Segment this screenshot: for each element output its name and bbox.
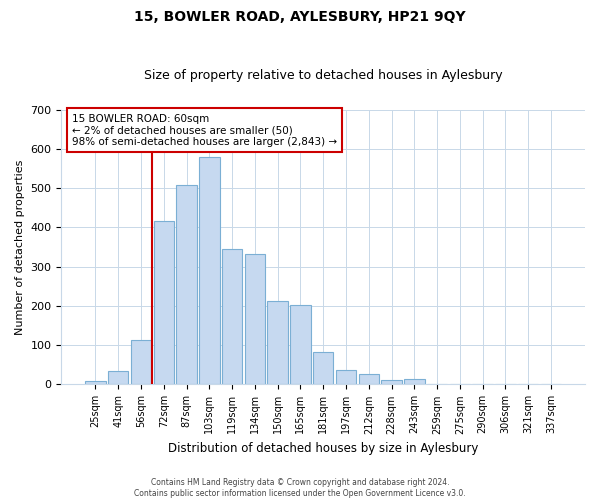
- Bar: [313, 352, 334, 384]
- Bar: [154, 222, 174, 384]
- Bar: [381, 380, 402, 384]
- Bar: [199, 158, 220, 384]
- Bar: [131, 340, 151, 384]
- Title: Size of property relative to detached houses in Aylesbury: Size of property relative to detached ho…: [144, 69, 503, 82]
- Bar: [245, 254, 265, 384]
- Bar: [222, 249, 242, 384]
- Bar: [176, 185, 197, 384]
- Bar: [290, 305, 311, 384]
- Bar: [336, 370, 356, 384]
- Bar: [268, 301, 288, 384]
- Bar: [359, 374, 379, 384]
- Text: Contains HM Land Registry data © Crown copyright and database right 2024.
Contai: Contains HM Land Registry data © Crown c…: [134, 478, 466, 498]
- X-axis label: Distribution of detached houses by size in Aylesbury: Distribution of detached houses by size …: [168, 442, 478, 455]
- Y-axis label: Number of detached properties: Number of detached properties: [15, 160, 25, 334]
- Bar: [404, 380, 425, 384]
- Text: 15, BOWLER ROAD, AYLESBURY, HP21 9QY: 15, BOWLER ROAD, AYLESBURY, HP21 9QY: [134, 10, 466, 24]
- Bar: [108, 370, 128, 384]
- Bar: [85, 382, 106, 384]
- Text: 15 BOWLER ROAD: 60sqm
← 2% of detached houses are smaller (50)
98% of semi-detac: 15 BOWLER ROAD: 60sqm ← 2% of detached h…: [72, 114, 337, 147]
